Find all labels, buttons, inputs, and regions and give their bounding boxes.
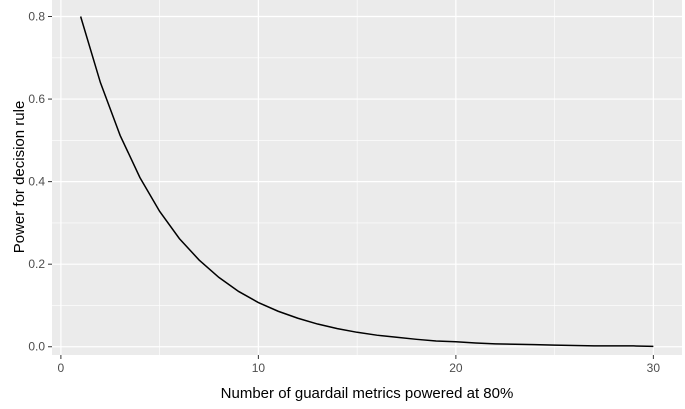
y-tick-label: 0.2 (28, 257, 45, 271)
minor-gridlines (52, 0, 682, 355)
y-tick-label: 0.8 (28, 10, 45, 24)
x-tick-label: 10 (252, 361, 266, 375)
series-line (79, 16, 654, 348)
panel-background (52, 0, 682, 355)
x-tick-label: 0 (58, 361, 65, 375)
y-axis-ticks: 0.0 0.2 0.4 0.6 0.8 (28, 10, 52, 354)
y-tick-label: 0.0 (28, 340, 45, 354)
x-axis-ticks: 0 10 20 30 (58, 355, 661, 375)
y-tick-label: 0.4 (28, 175, 45, 189)
major-gridlines (52, 0, 682, 355)
x-tick-label: 30 (647, 361, 661, 375)
y-axis-title: Power for decision rule (11, 101, 28, 254)
x-axis-title: Number of guardail metrics powered at 80… (221, 385, 514, 402)
x-tick-label: 20 (449, 361, 463, 375)
y-tick-label: 0.6 (28, 92, 45, 106)
